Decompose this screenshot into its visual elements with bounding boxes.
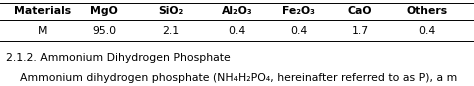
Text: MgO: MgO	[91, 6, 118, 16]
Text: 1.7: 1.7	[352, 26, 369, 36]
Text: Others: Others	[406, 6, 447, 16]
Text: Al₂O₃: Al₂O₃	[222, 6, 252, 16]
Text: 2.1.2. Ammonium Dihydrogen Phosphate: 2.1.2. Ammonium Dihydrogen Phosphate	[6, 53, 230, 63]
Text: SiO₂: SiO₂	[158, 6, 183, 16]
Text: 95.0: 95.0	[92, 26, 116, 36]
Text: 0.4: 0.4	[228, 26, 246, 36]
Text: M: M	[38, 26, 47, 36]
Text: Fe₂O₃: Fe₂O₃	[282, 6, 315, 16]
Text: Materials: Materials	[14, 6, 71, 16]
Text: Ammonium dihydrogen phosphate (NH₄H₂PO₄, hereinafter referred to as P), a m: Ammonium dihydrogen phosphate (NH₄H₂PO₄,…	[6, 73, 457, 83]
Text: 2.1: 2.1	[162, 26, 179, 36]
Text: 0.4: 0.4	[418, 26, 435, 36]
Text: 0.4: 0.4	[290, 26, 307, 36]
Text: CaO: CaO	[348, 6, 373, 16]
